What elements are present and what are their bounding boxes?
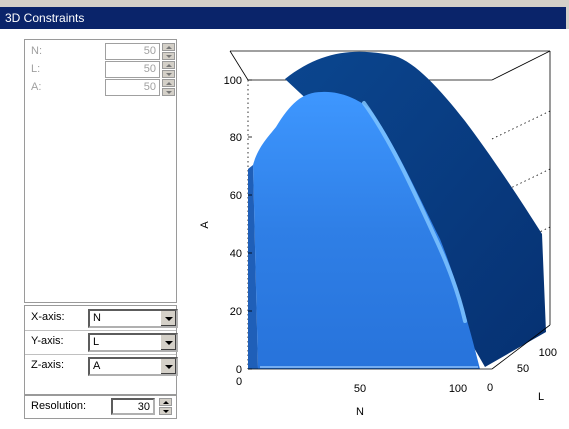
z-tick-2: 40 [230,248,242,260]
z-axis-select[interactable]: A [88,357,178,376]
box-front-edges [248,324,551,370]
y-tick-2: 100 [539,347,557,359]
param-row-l: L: 50 [28,61,176,80]
z-axis-ticks [248,79,252,370]
param-row-n: N: 50 [28,43,176,62]
x-axis-label: X-axis: [31,311,65,323]
z-axis-title: A [199,221,211,229]
param-row-a: A: 50 [28,79,176,98]
z-axis-value: A [93,360,101,372]
axis-panel: X-axis: N Y-axis: L Z-axis: A [24,305,178,395]
surface-edge-highlight [362,101,467,323]
x-axis-select[interactable]: N [88,309,178,328]
y-axis-title: L [538,391,544,403]
y-tick-0: 0 [487,382,493,394]
chevron-down-icon[interactable] [160,359,176,374]
param-label-n: N: [31,45,42,57]
spin-up-icon[interactable] [162,79,175,87]
spin-down-icon[interactable] [162,70,175,78]
param-l-spinner[interactable] [162,61,175,78]
x-axis-row: X-axis: N [28,309,178,328]
window-title-bar: 3D Constraints [0,7,566,29]
spin-up-icon[interactable] [159,398,172,406]
param-a-input[interactable]: 50 [105,79,160,96]
spin-down-icon[interactable] [162,88,175,96]
surface-front [253,91,480,370]
x-tick-1: 50 [354,383,366,395]
z-tick-3: 60 [230,190,242,202]
x-axis-value: N [93,312,101,324]
parameter-panel: N: 50 L: 50 A: 50 [24,39,177,303]
y-axis-label: Y-axis: [31,335,64,347]
x-tick-2: 100 [449,383,467,395]
y-axis-row: Y-axis: L [28,333,178,352]
resolution-panel: Resolution: 30 [24,395,177,419]
param-label-a: A: [31,81,42,93]
chevron-down-icon[interactable] [160,311,176,326]
param-n-input[interactable]: 50 [105,43,160,60]
surface-left-wall [248,165,258,369]
x-tick-0: 0 [236,376,242,388]
param-a-spinner[interactable] [162,79,175,96]
y-axis-value: L [93,336,100,348]
window-title: 3D Constraints [5,11,85,25]
spin-down-icon[interactable] [162,52,175,60]
z-tick-1: 20 [230,306,242,318]
spin-up-icon[interactable] [162,61,175,69]
plot-3d[interactable]: 0 20 40 60 80 100 0 50 100 0 50 100 A N … [190,29,560,429]
x-axis-title: N [356,406,364,418]
param-n-spinner[interactable] [162,43,175,60]
y-axis-select[interactable]: L [88,333,178,352]
param-label-l: L: [31,63,41,75]
z-axis-row: Z-axis: A [28,357,178,376]
resolution-label: Resolution: [31,400,87,412]
param-l-input[interactable]: 50 [105,61,160,78]
spin-up-icon[interactable] [162,43,175,51]
resolution-input[interactable]: 30 [111,398,155,415]
z-tick-0: 0 [236,364,242,376]
spin-down-icon[interactable] [159,407,172,415]
z-tick-5: 100 [224,75,242,87]
z-axis-label: Z-axis: [31,359,64,371]
z-tick-4: 80 [230,132,242,144]
chevron-down-icon[interactable] [160,335,176,350]
resolution-spinner[interactable] [159,398,172,415]
client-area: N: 50 L: 50 A: 50 X-axis: [0,29,569,429]
y-tick-1: 50 [517,363,529,375]
